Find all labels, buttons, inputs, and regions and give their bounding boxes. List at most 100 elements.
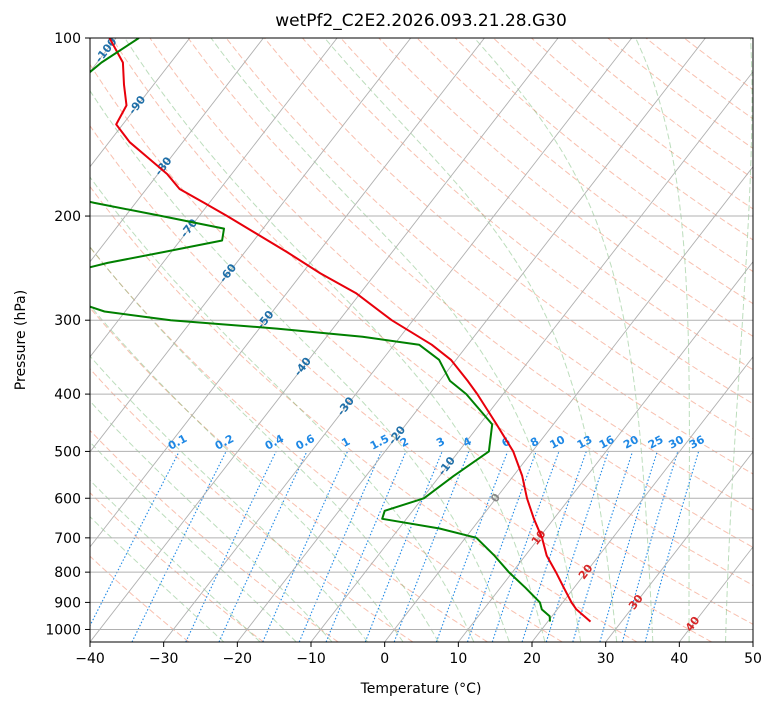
mixing-ratio-label: 13 bbox=[575, 433, 595, 452]
isotherm-label: -60 bbox=[217, 261, 240, 285]
mixing-ratio-label: 0.2 bbox=[213, 432, 236, 453]
isotherm-line bbox=[90, 38, 264, 263]
temperature-profile-line bbox=[108, 38, 592, 623]
mixing-ratio-label: 25 bbox=[646, 433, 666, 452]
moist-adiabat-line bbox=[90, 89, 510, 642]
dry-adiabat-line bbox=[454, 38, 753, 273]
mixing-ratio-line bbox=[131, 451, 227, 642]
isotherm-line bbox=[90, 38, 191, 168]
x-tick-label: 20 bbox=[523, 651, 541, 667]
mixing-ratio-label: 0.6 bbox=[294, 432, 318, 453]
moist-adiabat-line bbox=[90, 246, 439, 642]
x-tick-label: 30 bbox=[597, 651, 615, 667]
mixing-ratio-line bbox=[90, 451, 180, 627]
isotherm-line bbox=[90, 38, 338, 358]
dry-adiabat-line bbox=[90, 492, 264, 642]
isotherm-line bbox=[384, 165, 753, 642]
y-axis-label: Pressure (hPa) bbox=[13, 290, 29, 390]
y-tick-label: 500 bbox=[54, 444, 81, 460]
mixing-ratio-label: 4 bbox=[461, 435, 474, 450]
isotherm-line bbox=[752, 641, 753, 642]
moist-adiabat-line bbox=[725, 38, 753, 642]
mixing-ratio-label: 36 bbox=[687, 433, 707, 452]
mixing-ratio-line bbox=[218, 451, 308, 642]
mixing-ratio-line bbox=[262, 451, 349, 642]
dry-adiabat-line bbox=[187, 38, 753, 511]
moist-adiabat-line bbox=[210, 38, 582, 642]
x-tick-label: −20 bbox=[223, 651, 253, 667]
dry-adiabat-line bbox=[416, 38, 753, 305]
dry-adiabat-line bbox=[302, 38, 753, 405]
dry-adiabat-line bbox=[90, 185, 638, 642]
moist-adiabat-line bbox=[90, 355, 368, 642]
mixing-ratio-line bbox=[572, 451, 634, 642]
x-tick-label: 10 bbox=[449, 651, 467, 667]
dry-adiabat-line bbox=[90, 307, 488, 642]
moist-adiabat-line bbox=[90, 479, 261, 642]
isotherm-line bbox=[90, 38, 559, 642]
dry-adiabat-line bbox=[492, 38, 753, 241]
mixing-ratio-label: 2 bbox=[398, 435, 411, 450]
y-axis: 1000 900 800 700 600 500 400 300 200 100 bbox=[45, 31, 90, 638]
dry-adiabat-line bbox=[149, 38, 753, 548]
dry-adiabat-line bbox=[378, 38, 753, 337]
isotherm-line bbox=[90, 38, 412, 453]
mixing-ratio-label: 30 bbox=[666, 433, 686, 452]
background-lines bbox=[90, 38, 753, 642]
pressure-grid bbox=[90, 38, 753, 630]
mixing-ratio-line bbox=[298, 451, 382, 642]
dry-adiabat-line bbox=[531, 38, 753, 210]
isotherm-line bbox=[457, 261, 753, 642]
isotherm-label: 0 bbox=[488, 491, 503, 505]
mixing-ratio-line bbox=[325, 451, 407, 642]
isotherm-label: -30 bbox=[334, 394, 357, 418]
dry-adiabat-line bbox=[645, 38, 753, 120]
mixing-ratio-line bbox=[185, 451, 277, 642]
y-tick-label: 700 bbox=[54, 531, 81, 547]
moist-adiabat-line bbox=[90, 304, 404, 642]
dry-adiabat-line bbox=[90, 429, 339, 642]
isotherm-line bbox=[90, 38, 485, 548]
dry-adiabat-line bbox=[225, 38, 753, 475]
y-tick-label: 400 bbox=[54, 387, 81, 403]
moist-adiabat-line bbox=[90, 176, 475, 642]
dry-adiabat-line bbox=[683, 38, 753, 91]
isotherm-line bbox=[531, 356, 753, 642]
plot-frame bbox=[89, 37, 754, 643]
y-tick-label: 100 bbox=[54, 31, 81, 47]
y-tick-label: 800 bbox=[54, 565, 81, 581]
isotherm-label: -40 bbox=[292, 355, 315, 379]
isotherm-line bbox=[310, 70, 753, 642]
dry-adiabat-line bbox=[90, 555, 190, 642]
isotherm-label: -80 bbox=[152, 154, 175, 178]
y-tick-label: 200 bbox=[54, 209, 81, 225]
y-tick-label: 900 bbox=[54, 595, 81, 611]
moist-adiabat-line bbox=[90, 441, 297, 642]
mixing-ratio-line bbox=[644, 451, 700, 642]
moist-adiabat-line bbox=[635, 38, 690, 642]
mixing-ratio-label: 20 bbox=[621, 433, 641, 452]
mixing-ratio-line bbox=[621, 451, 679, 642]
y-tick-label: 300 bbox=[54, 313, 81, 329]
mixing-ratio-line bbox=[364, 451, 443, 642]
dry-adiabat-line bbox=[90, 368, 414, 642]
chart-title: wetPf2_C2E2.2026.093.21.28.G30 bbox=[275, 11, 567, 31]
isotherm-label: -90 bbox=[126, 93, 149, 117]
profile-series bbox=[90, 38, 592, 623]
mixing-ratio-label: 3 bbox=[434, 435, 447, 450]
moist-adiabat-line bbox=[324, 38, 618, 642]
mixing-ratio-label: 10 bbox=[548, 433, 568, 452]
isotherm-line bbox=[605, 451, 753, 642]
dewpoint-profile-line bbox=[90, 38, 551, 622]
x-tick-label: 40 bbox=[670, 651, 688, 667]
mixing-ratio-line bbox=[466, 451, 537, 642]
y-tick-label: 600 bbox=[54, 491, 81, 507]
mixing-ratio-line bbox=[491, 451, 560, 642]
x-tick-label: −10 bbox=[296, 651, 326, 667]
mixing-ratio-line bbox=[545, 451, 609, 642]
isotherm-line bbox=[236, 38, 706, 642]
x-tick-label: −40 bbox=[75, 651, 105, 667]
mixing-ratio-line bbox=[599, 451, 658, 642]
